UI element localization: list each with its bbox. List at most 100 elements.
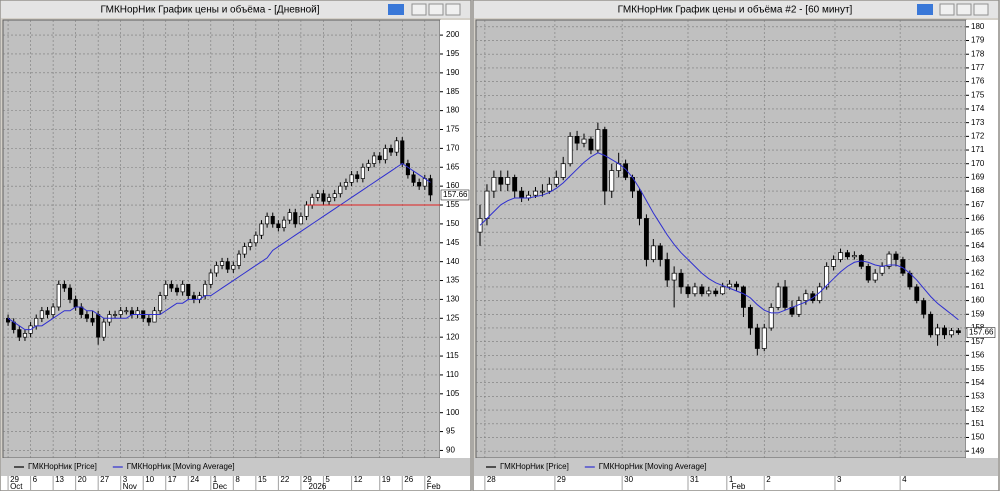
x-tick-label: 26 [404, 475, 413, 484]
y-tick-label: 180 [971, 22, 985, 31]
window-title: ГМКНорНик График цены и объёма - [Дневно… [100, 4, 319, 16]
candle-body [327, 197, 332, 202]
y-tick-label: 175 [971, 90, 985, 99]
x-tick-label: 8 [235, 475, 240, 484]
y-tick-label: 170 [446, 143, 460, 152]
x-month-label: Feb [427, 482, 441, 491]
y-tick-label: 120 [446, 332, 460, 341]
x-tick-label: 29 [303, 475, 312, 484]
y-tick-label: 130 [446, 295, 460, 304]
candle-body [372, 155, 377, 164]
y-tick-label: 95 [446, 427, 455, 436]
y-tick-label: 169 [971, 173, 985, 182]
candle-body [782, 286, 788, 308]
pin-button[interactable] [917, 4, 933, 15]
candle-body [935, 327, 941, 336]
y-tick-label: 165 [446, 162, 460, 171]
y-tick-label: 179 [971, 36, 985, 45]
title-bar [1, 1, 470, 18]
candle-body [118, 310, 123, 315]
y-tick-label: 125 [446, 313, 460, 322]
last-price-label: 157.66 [969, 328, 994, 337]
candle-body [304, 204, 309, 217]
candle-body [39, 310, 44, 319]
candle-body [914, 286, 920, 301]
candle-body [581, 138, 587, 144]
candle-body [650, 245, 656, 260]
candle-body [928, 313, 934, 336]
candle-body [129, 310, 134, 315]
candle-body [113, 314, 118, 316]
date-axis [474, 476, 998, 490]
plot-area [2, 19, 441, 459]
y-tick-label: 150 [971, 433, 985, 442]
candle-body [741, 286, 746, 308]
candle-body [657, 245, 663, 260]
x-month-label: Feb [732, 482, 746, 491]
candle-body [664, 259, 670, 281]
pin-button[interactable] [388, 4, 404, 15]
candle-body [90, 317, 95, 323]
candle-body [158, 295, 163, 312]
y-tick-label: 155 [971, 364, 985, 373]
y-tick-label: 178 [971, 49, 985, 58]
y-tick-label: 168 [971, 186, 985, 195]
candle-body [734, 283, 739, 288]
x-month-label: Dec [213, 482, 227, 491]
y-tick-label: 195 [446, 49, 460, 58]
candle-body [405, 163, 410, 176]
candle-body [332, 193, 337, 198]
y-tick-label: 162 [971, 268, 985, 277]
candle-body [417, 182, 422, 187]
x-month-label: 2026 [309, 482, 327, 491]
y-tick-label: 150 [446, 219, 460, 228]
maximize-button[interactable] [428, 3, 444, 16]
y-tick-label: 190 [446, 68, 460, 77]
candle-body [174, 287, 180, 293]
candle-body [355, 174, 360, 179]
title-bar [474, 1, 998, 18]
candle-body [921, 300, 927, 315]
candle-body [824, 266, 830, 288]
candle-body [34, 317, 39, 327]
candle-body [67, 287, 73, 300]
x-tick-label: 29 [10, 475, 19, 484]
candle-body [796, 300, 802, 315]
candle-body [949, 330, 954, 336]
candle-body [315, 193, 320, 198]
y-tick-label: 173 [971, 118, 985, 127]
candle-body [248, 242, 253, 247]
candle-body [747, 307, 753, 329]
candle-body [180, 283, 185, 293]
date-axis [1, 476, 470, 490]
y-tick-label: 171 [971, 145, 985, 154]
y-tick-label: 165 [971, 227, 985, 236]
candle-body [124, 310, 129, 313]
x-tick-label: 19 [382, 475, 391, 484]
candle-body [546, 183, 552, 192]
x-tick-label: 28 [487, 475, 496, 484]
candle-body [851, 255, 857, 258]
candle-body [761, 327, 767, 349]
candle-body [96, 314, 101, 338]
candle-body [845, 252, 850, 258]
candle-body [298, 215, 303, 225]
legend-area [1, 458, 470, 476]
candle-body [484, 190, 490, 219]
candle-body [6, 317, 11, 323]
candle-body [343, 182, 348, 187]
close-button[interactable] [973, 3, 989, 16]
maximize-button[interactable] [956, 3, 972, 16]
minimize-button[interactable] [411, 3, 427, 16]
y-tick-label: 156 [971, 350, 985, 359]
candle-body [220, 261, 225, 266]
y-tick-label: 160 [446, 181, 460, 190]
candle-body [553, 177, 559, 185]
close-button[interactable] [445, 3, 461, 16]
y-tick-label: 159 [971, 309, 985, 318]
y-tick-label: 152 [971, 405, 985, 414]
candle-body [265, 215, 270, 225]
candle-body [567, 135, 573, 165]
minimize-button[interactable] [939, 3, 955, 16]
